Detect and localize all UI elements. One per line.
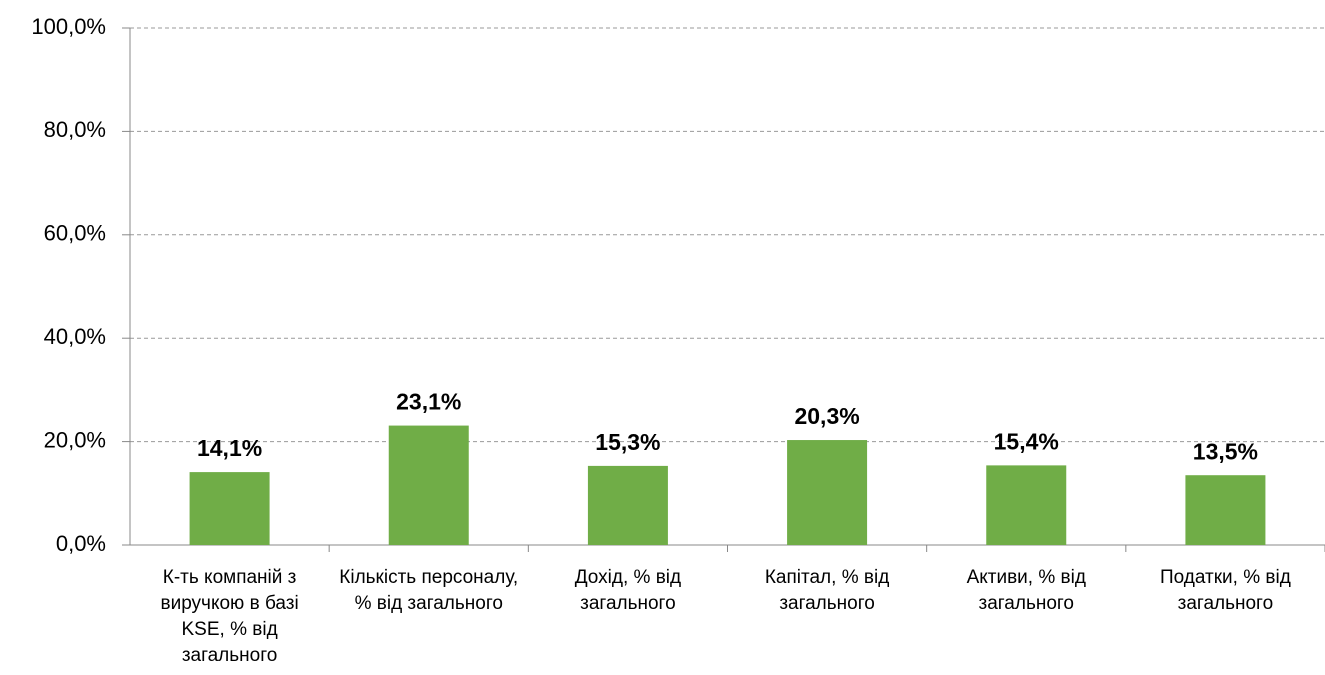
value-label: 23,1% (396, 389, 461, 415)
x-tick-label: Кількість персоналу, % від загального (339, 567, 519, 614)
bar (986, 465, 1067, 545)
bar (587, 465, 668, 545)
x-tick-label: Податки, % від загального (1160, 567, 1291, 614)
y-tick-label: 60,0% (44, 221, 106, 246)
bar (189, 472, 270, 545)
y-tick-label: 0,0% (56, 531, 106, 556)
bar (787, 440, 868, 545)
bar (1185, 475, 1266, 545)
y-tick-label: 80,0% (44, 117, 106, 142)
y-tick-label: 20,0% (44, 427, 106, 452)
x-tick-label: К-ть компаній з виручкою в базі KSE, % в… (160, 567, 299, 666)
x-tick-label: Капітал, % від загального (764, 567, 890, 614)
x-tick-label: Активи, % від загального (966, 567, 1086, 614)
value-label: 20,3% (794, 403, 859, 429)
y-tick-label: 100,0% (31, 14, 106, 39)
value-label: 15,3% (595, 429, 660, 455)
value-label: 15,4% (994, 428, 1059, 454)
value-label: 14,1% (197, 435, 262, 461)
value-label: 13,5% (1193, 438, 1258, 464)
x-tick-label: Дохід, % від загального (574, 567, 682, 614)
y-tick-label: 40,0% (44, 324, 106, 349)
bar (388, 425, 469, 545)
